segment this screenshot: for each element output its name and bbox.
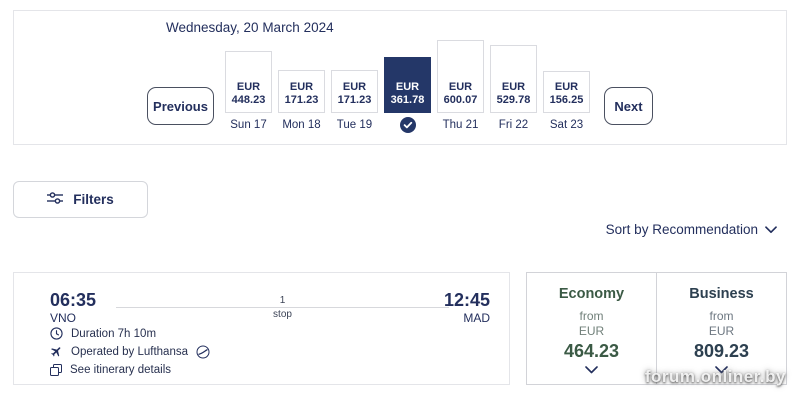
fare-from-label: from <box>709 309 734 323</box>
day-label: Tue 19 <box>336 119 373 131</box>
day-column: EUR 156.25 Sat 23 <box>543 71 590 133</box>
selected-date-title: Wednesday, 20 March 2024 <box>166 20 334 35</box>
day-card-fri-22[interactable]: EUR 529.78 <box>490 45 537 113</box>
itinerary-windows-icon <box>50 363 62 376</box>
expand-economy-chevron-icon[interactable] <box>585 361 598 379</box>
day-card-price: 171.23 <box>337 94 372 106</box>
day-label: Sat 23 <box>549 119 584 131</box>
day-card-thu-21[interactable]: EUR 600.07 <box>437 40 484 113</box>
day-column: EUR 448.23 Sun 17 <box>225 51 272 133</box>
day-card-price: 156.25 <box>549 94 584 106</box>
business-fare-cell[interactable]: Business from EUR 809.23 <box>656 273 786 384</box>
day-column: EUR 171.23 Tue 19 <box>331 70 378 133</box>
fare-options-panel: Economy from EUR 464.23 Business from EU… <box>526 272 787 385</box>
sort-by-dropdown[interactable]: Sort by Recommendation <box>606 222 777 237</box>
filters-label: Filters <box>73 192 114 207</box>
fare-currency: EUR <box>578 324 605 338</box>
route-line: 1 stop <box>116 295 449 320</box>
date-price-cards: EUR 448.23 Sun 17 EUR 171.23 Mon 18 EUR … <box>225 40 590 133</box>
departure-airport-code: VNO <box>50 311 77 325</box>
day-card-currency: EUR <box>395 81 420 93</box>
check-circle-icon <box>399 117 416 133</box>
day-card-price: 361.78 <box>390 94 425 106</box>
airplane-icon <box>47 342 65 360</box>
flight-path-line <box>116 307 449 308</box>
itinerary-link-text: See itinerary details <box>70 363 171 376</box>
flight-result-card: 06:35 VNO 1 stop 12:45 MAD Duration 7h 1… <box>13 272 510 385</box>
operated-by-text: Operated by Lufthansa <box>71 345 188 358</box>
previous-dates-button[interactable]: Previous <box>147 87 214 125</box>
day-label: Thu 21 <box>442 119 479 131</box>
arrival-airport-code: MAD <box>463 311 490 325</box>
next-dates-button[interactable]: Next <box>604 87 653 125</box>
fare-price: 464.23 <box>563 341 620 361</box>
day-card-price: 171.23 <box>284 94 319 106</box>
day-card-currency: EUR <box>236 81 261 93</box>
day-column: EUR 600.07 Thu 21 <box>437 40 484 133</box>
departure-time: 06:35 <box>50 290 97 310</box>
day-card-currency: EUR <box>289 81 314 93</box>
fare-cabin-name: Economy <box>558 286 625 302</box>
arrival-time: 12:45 <box>443 290 490 310</box>
day-card-sat-23[interactable]: EUR 156.25 <box>543 71 590 113</box>
filters-button[interactable]: Filters <box>13 181 148 218</box>
day-label: Fri 22 <box>498 119 529 131</box>
lufthansa-logo-icon <box>196 345 210 359</box>
day-card-currency: EUR <box>501 81 526 93</box>
day-card-currency: EUR <box>554 81 579 93</box>
day-column: EUR 171.23 Mon 18 <box>278 70 325 133</box>
day-card-price: 448.23 <box>231 94 266 106</box>
fare-cabin-name: Business <box>689 286 754 302</box>
expand-business-chevron-icon[interactable] <box>715 361 728 379</box>
day-card-tue-19[interactable]: EUR 171.23 <box>331 70 378 113</box>
sort-label: Sort by Recommendation <box>605 222 758 237</box>
sliders-filter-icon <box>47 191 64 208</box>
stops-count: 1 <box>279 295 286 306</box>
day-card-wed-20-selected[interactable]: EUR 361.78 <box>384 57 431 113</box>
fare-price: 809.23 <box>693 341 750 361</box>
stops-unit: stop <box>273 309 292 320</box>
duration-text: Duration 7h 10m <box>71 327 157 340</box>
flight-details-list: Duration 7h 10m Operated by Lufthansa <box>50 325 210 379</box>
departure-block: 06:35 VNO <box>50 290 96 325</box>
day-card-currency: EUR <box>448 81 473 93</box>
date-carousel-panel: Wednesday, 20 March 2024 Previous EUR 44… <box>13 10 787 145</box>
fare-from-label: from <box>579 309 604 323</box>
day-label: Sun 17 <box>230 119 267 131</box>
clock-icon <box>50 327 63 340</box>
selected-day-check <box>399 117 416 133</box>
day-column: EUR 361.78 <box>384 57 431 133</box>
chevron-down-icon <box>765 225 777 233</box>
day-label: Mon 18 <box>282 119 321 131</box>
day-column: EUR 529.78 Fri 22 <box>490 45 537 133</box>
fare-currency: EUR <box>708 324 735 338</box>
day-card-price: 600.07 <box>443 94 478 106</box>
duration-row: Duration 7h 10m <box>50 325 210 342</box>
arrival-block: 12:45 MAD <box>444 290 490 325</box>
day-card-price: 529.78 <box>496 94 531 106</box>
operated-by-row: Operated by Lufthansa <box>50 343 210 360</box>
day-card-mon-18[interactable]: EUR 171.23 <box>278 70 325 113</box>
day-card-currency: EUR <box>342 81 367 93</box>
day-card-sun-17[interactable]: EUR 448.23 <box>225 51 272 113</box>
see-itinerary-details-link[interactable]: See itinerary details <box>50 361 210 378</box>
economy-fare-cell[interactable]: Economy from EUR 464.23 <box>527 273 656 384</box>
